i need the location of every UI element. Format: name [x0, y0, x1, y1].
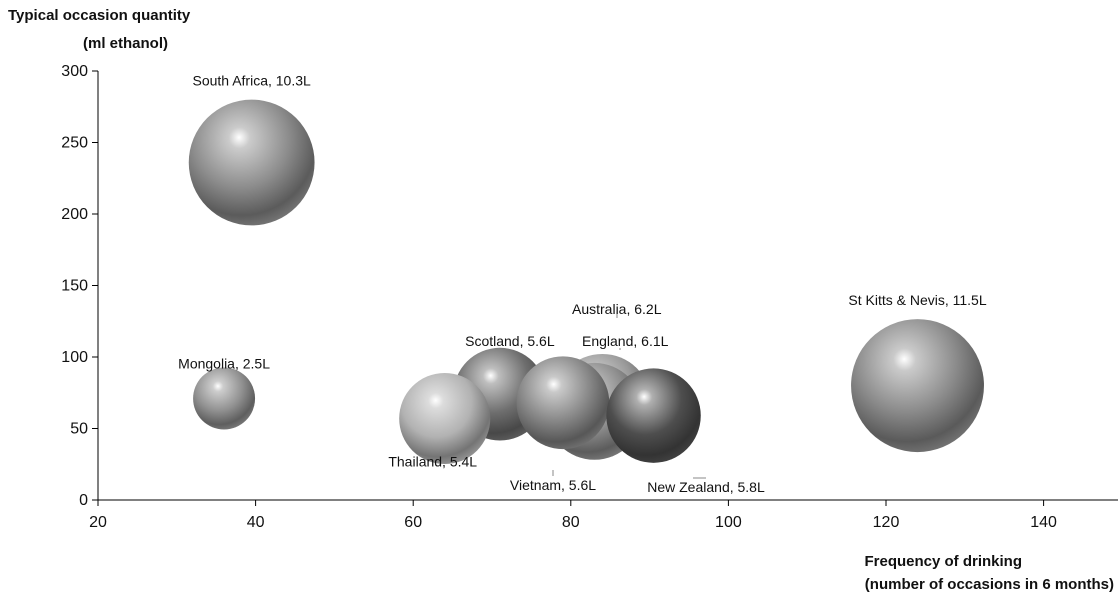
axes: 0 50 100 150 200 250 300 20 40 60 80 100 120 140	[61, 63, 1118, 531]
bubble-label: New Zealand, 5.8L	[647, 479, 765, 495]
y-tick-label: 300	[61, 63, 88, 80]
bubble-label: Scotland, 5.6L	[465, 333, 555, 349]
y-tick-label: 200	[61, 206, 88, 223]
bubble-label: St Kitts & Nevis, 11.5L	[848, 292, 986, 308]
bubble-south-africa	[188, 99, 315, 226]
leader-lines	[552, 312, 706, 479]
bubble-st-kitts-nevis	[851, 319, 984, 453]
bubbles	[188, 99, 984, 465]
bubble-label: Australia, 6.2L	[572, 301, 662, 317]
bubble-vietnam	[516, 356, 610, 450]
x-tick-label: 100	[715, 514, 742, 531]
bubble-label: Thailand, 5.4L	[388, 453, 477, 469]
bubble-label: Vietnam, 5.6L	[510, 477, 596, 493]
bubble-label: England, 6.1L	[582, 333, 669, 349]
y-tick-label: 250	[61, 135, 88, 152]
x-tick-label: 20	[89, 514, 107, 531]
y-tick-label: 50	[70, 421, 88, 438]
bubble-labels: South Africa, 10.3L Mongolia, 2.5L Scotlan…	[178, 73, 987, 495]
x-tick-label: 80	[562, 514, 580, 531]
bubble-label: Mongolia, 2.5L	[178, 355, 270, 371]
x-tick-label: 120	[873, 514, 900, 531]
y-axis-title-line-1: Typical occasion quantity	[8, 7, 191, 24]
y-axis-title-line-2: (ml ethanol)	[83, 35, 168, 52]
x-axis-title-line-2: (number of occasions in 6 months)	[865, 576, 1114, 593]
bubble-label: South Africa, 10.3L	[193, 73, 312, 89]
y-tick-label: 100	[61, 349, 88, 366]
x-tick-label: 60	[404, 514, 422, 531]
y-tick-label: 0	[79, 492, 88, 509]
y-tick-label: 150	[61, 278, 88, 295]
x-axis-title-line-1: Frequency of drinking	[864, 553, 1022, 570]
bubble-mongolia	[193, 367, 256, 430]
x-tick-label: 140	[1030, 514, 1057, 531]
x-tick-label: 40	[247, 514, 265, 531]
bubble-new-zealand	[606, 368, 701, 463]
bubble-thailand	[399, 372, 491, 465]
